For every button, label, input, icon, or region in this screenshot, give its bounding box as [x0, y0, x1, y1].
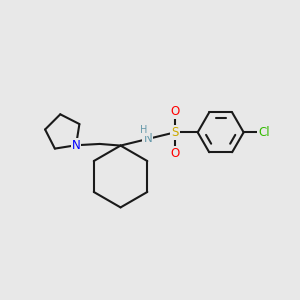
Text: N: N — [72, 139, 80, 152]
Text: O: O — [170, 105, 180, 118]
Text: S: S — [171, 126, 179, 139]
Text: Cl: Cl — [258, 126, 270, 139]
Text: N: N — [143, 133, 152, 146]
Text: O: O — [170, 147, 180, 160]
Text: H: H — [140, 125, 147, 135]
